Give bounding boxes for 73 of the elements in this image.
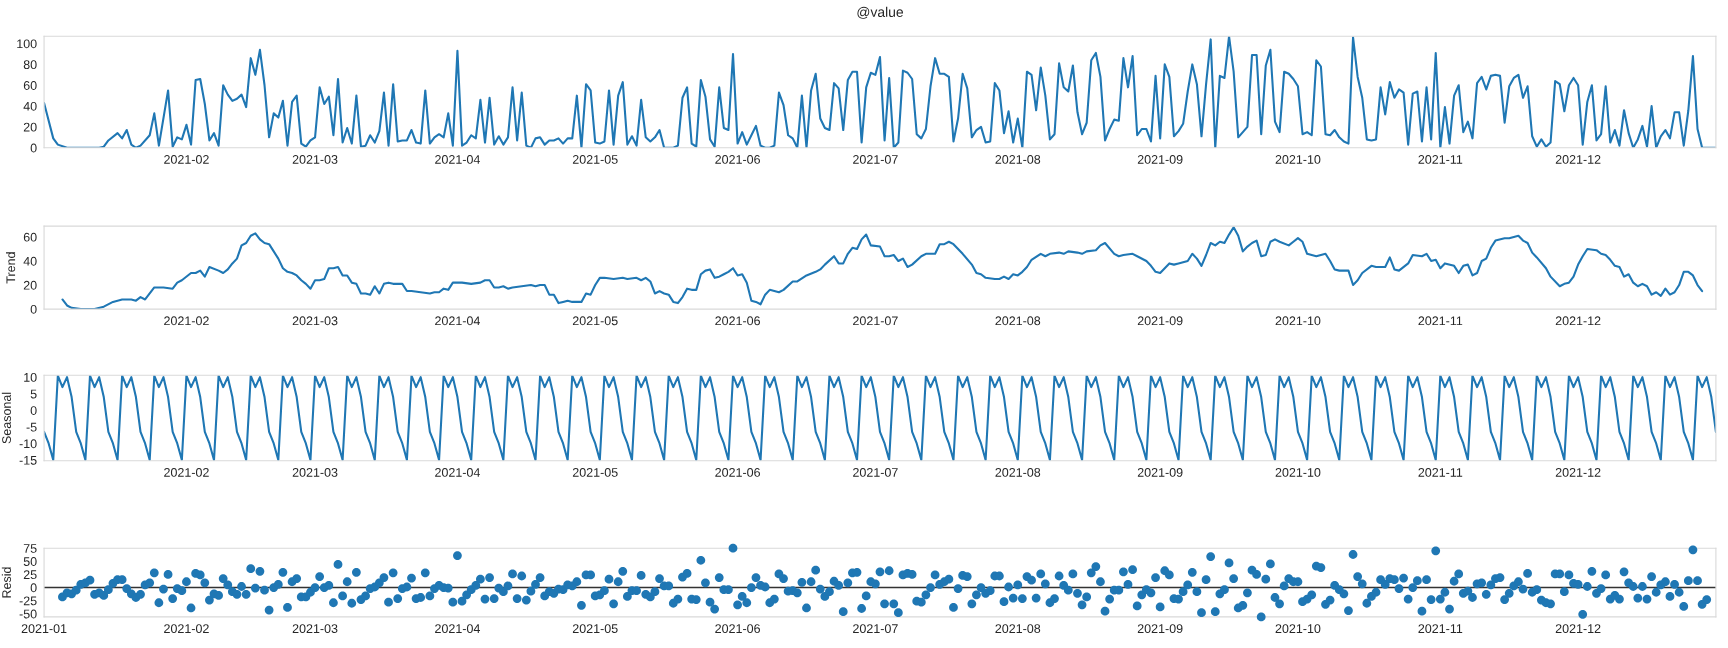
y-tick-label: 0 [30, 304, 37, 314]
y-tick-label: 40 [23, 101, 37, 111]
x-tick-label: 2021-08 [995, 155, 1041, 164]
x-tick-label: 2021-09 [1137, 316, 1183, 326]
x-tick-label: 2021-04 [435, 468, 480, 477]
x-tick-label: 2021-10 [1275, 624, 1321, 634]
x-tick-label: 2021-02 [164, 316, 209, 326]
x-tick-label: 2021-06 [715, 155, 760, 164]
y-tick-label: 60 [23, 81, 37, 90]
y-axis-title: Trend [6, 252, 16, 284]
x-tick-label: 2021-09 [1137, 468, 1183, 477]
x-tick-label: 2021-12 [1555, 624, 1601, 634]
x-tick-label: 2021-10 [1275, 155, 1321, 164]
x-tick-label: 2021-08 [995, 624, 1041, 634]
y-tick-label: 5 [30, 389, 37, 399]
x-tick-label: 2021-02 [164, 155, 209, 164]
y-tick-label: -15 [19, 455, 37, 465]
x-tick-label: 2021-04 [435, 316, 480, 326]
x-tick-label: 2021-09 [1137, 624, 1183, 634]
x-tick-label: 2021-01 [21, 624, 67, 634]
x-tick-label: 2021-03 [292, 468, 338, 477]
x-tick-label: 2021-05 [572, 155, 618, 164]
x-tick-label: 2021-09 [1137, 155, 1183, 164]
x-tick-label: 2021-06 [715, 468, 760, 477]
y-tick-label: 25 [23, 570, 37, 580]
x-tick-label: 2021-03 [292, 624, 338, 634]
x-tick-label: 2021-07 [853, 316, 898, 326]
x-tick-label: 2021-02 [164, 468, 209, 477]
y-tick-label: -25 [19, 596, 37, 606]
x-tick-label: 2021-02 [164, 624, 209, 634]
y-tick-label: 80 [23, 60, 37, 70]
line-series [44, 375, 1716, 461]
y-tick-label: 100 [17, 39, 37, 49]
y-tick-label: 40 [23, 256, 37, 266]
x-tick-label: 2021-12 [1555, 316, 1601, 326]
x-tick-label: 2021-12 [1555, 468, 1601, 477]
x-tick-label: 2021-11 [1418, 468, 1463, 477]
x-tick-label: 2021-11 [1418, 316, 1463, 326]
x-tick-label: 2021-12 [1555, 155, 1601, 164]
y-tick-label: 0 [30, 583, 37, 593]
x-tick-label: 2021-04 [435, 624, 480, 634]
chart-title: @value [857, 6, 904, 19]
x-tick-label: 2021-11 [1418, 624, 1463, 634]
y-tick-label: -50 [19, 609, 37, 619]
y-tick-label: 20 [23, 280, 37, 290]
x-tick-label: 2021-08 [995, 316, 1041, 326]
y-tick-label: 0 [30, 143, 37, 153]
x-tick-label: 2021-04 [435, 155, 480, 164]
x-tick-label: 2021-07 [853, 624, 898, 634]
y-tick-label: 10 [24, 372, 37, 382]
y-tick-label: -10 [19, 439, 37, 449]
x-tick-label: 2021-11 [1418, 155, 1463, 164]
y-axis-title: Seasonal [1, 392, 12, 444]
line-series [61, 226, 1704, 310]
x-tick-label: 2021-07 [853, 468, 898, 477]
x-tick-label: 2021-06 [715, 624, 760, 634]
y-tick-label: 50 [23, 557, 37, 566]
x-tick-label: 2021-06 [715, 316, 760, 326]
x-tick-label: 2021-05 [572, 316, 618, 326]
x-tick-label: 2021-03 [292, 316, 338, 326]
y-tick-label: 0 [30, 406, 37, 415]
y-tick-label: 75 [23, 544, 37, 553]
x-tick-label: 2021-08 [995, 468, 1041, 477]
x-tick-label: 2021-03 [292, 155, 338, 164]
y-axis-title: Resid [1, 567, 12, 598]
x-tick-label: 2021-05 [572, 624, 618, 634]
x-tick-label: 2021-10 [1275, 316, 1321, 326]
x-tick-label: 2021-05 [572, 468, 618, 477]
x-tick-label: 2021-10 [1275, 468, 1321, 477]
y-tick-label: 20 [23, 122, 37, 132]
y-tick-label: 60 [23, 232, 37, 242]
y-tick-label: -5 [26, 422, 37, 432]
x-tick-label: 2021-07 [853, 155, 898, 164]
